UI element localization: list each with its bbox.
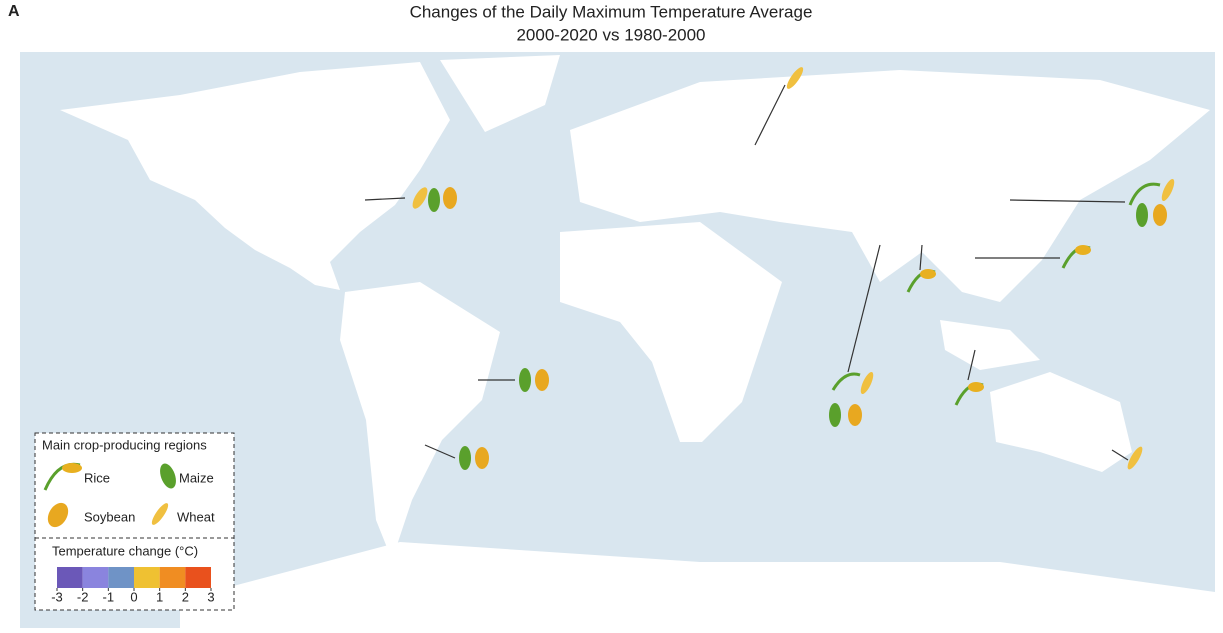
- colorbar-tick-label: 0: [130, 589, 137, 604]
- wheat-icon: [151, 503, 169, 525]
- legend-crop: Maize: [179, 470, 214, 485]
- colorbar-cell: [134, 567, 160, 588]
- colorbar-tick-label: -2: [77, 589, 89, 604]
- rice-icon: [62, 463, 82, 473]
- leader-lines: [364, 84, 1129, 461]
- title: Changes of the Daily Maximum Temperature…: [410, 2, 813, 21]
- colorbar-cell: [185, 567, 211, 588]
- panel-label: A: [8, 3, 20, 20]
- crop-icons: [412, 67, 1175, 470]
- colorbar-cell: [82, 567, 109, 588]
- colorbar-tick-label: 2: [182, 589, 189, 604]
- legend: Main crop-producing regions Rice Maize S…: [34, 432, 235, 611]
- colorbar-cell: [108, 567, 134, 588]
- colorbar-tick-label: 3: [207, 589, 214, 604]
- colorbar-tick-label: -3: [51, 589, 63, 604]
- legend-crop: Rice: [84, 470, 110, 485]
- legend-crop: Soybean: [84, 509, 135, 524]
- soybean-icon: [47, 502, 69, 528]
- maize-icon: [160, 463, 176, 489]
- colorbar-tick-label: -1: [103, 589, 115, 604]
- colorbar-cell: [57, 567, 83, 588]
- continents: [60, 55, 1215, 628]
- colorbar-cell: [159, 567, 186, 588]
- colorbar-title: Temperature change (°C): [52, 543, 198, 558]
- colorbar-tick-label: 1: [156, 589, 163, 604]
- subtitle: 2000-2020 vs 1980-2000: [516, 25, 705, 44]
- legend-title: Main crop-producing regions: [42, 437, 207, 452]
- colorbar: -3 -2 -1 0 1 2 3: [51, 567, 215, 604]
- legend-crop: Wheat: [177, 509, 215, 524]
